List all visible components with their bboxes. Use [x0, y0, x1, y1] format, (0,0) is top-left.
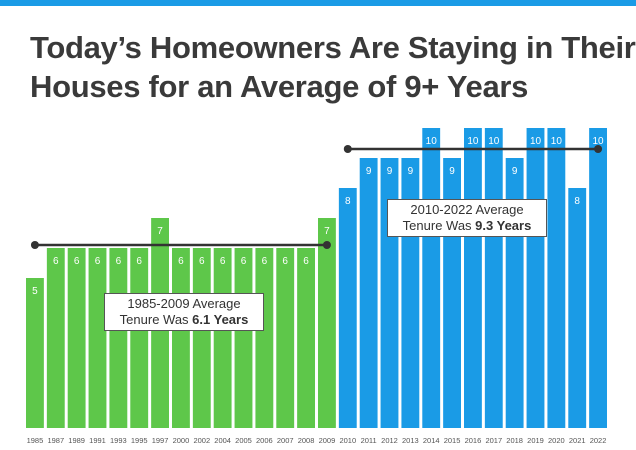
- x-tick-label-2014: 2014: [423, 436, 440, 445]
- bar-2002: [192, 248, 211, 428]
- average-callout-2010-2022-line1: 2010-2022 Average: [410, 202, 524, 217]
- average-callout-2010-2022-value: 9.3 Years: [475, 218, 532, 233]
- x-tick-label-2002: 2002: [193, 436, 210, 445]
- x-tick-label-2016: 2016: [465, 436, 482, 445]
- bar-1989: [67, 248, 86, 428]
- average-callout-1985-2009-line1: 1985-2009 Average: [127, 296, 241, 311]
- bar-value-label-2018: 9: [512, 166, 518, 177]
- bar-value-label-1991: 6: [95, 256, 101, 267]
- x-tick-label-1989: 1989: [68, 436, 85, 445]
- x-tick-label-1995: 1995: [131, 436, 148, 445]
- bar-value-label-2019: 10: [530, 136, 542, 147]
- bar-value-label-1987: 6: [53, 256, 59, 267]
- bar-value-label-2022: 10: [593, 136, 605, 147]
- x-tick-label-2019: 2019: [527, 436, 544, 445]
- bar-2019: [526, 128, 545, 428]
- bar-1987: [46, 248, 65, 428]
- bar-value-label-2009: 7: [324, 226, 330, 237]
- bar-value-label-1993: 6: [116, 256, 122, 267]
- bar-value-label-2012: 9: [387, 166, 393, 177]
- bar-2022: [589, 128, 607, 428]
- bar-value-label-2021: 8: [574, 196, 580, 207]
- bar-2005: [234, 248, 253, 428]
- bar-2006: [255, 248, 274, 428]
- bar-2020: [547, 128, 566, 428]
- bar-value-label-2002: 6: [199, 256, 205, 267]
- bar-value-label-2020: 10: [551, 136, 563, 147]
- average-line-2010-2022-endpoint-start: [343, 145, 352, 153]
- bar-value-label-1995: 6: [136, 256, 142, 267]
- average-callout-1985-2009-prefix: Tenure Was: [119, 312, 193, 327]
- x-tick-label-2017: 2017: [485, 436, 502, 445]
- bar-1985: [26, 278, 44, 428]
- x-tick-label-2004: 2004: [214, 436, 231, 445]
- x-tick-label-2010: 2010: [339, 436, 356, 445]
- top-accent-strip: [0, 0, 636, 6]
- bar-value-label-2008: 6: [303, 256, 309, 267]
- bar-value-label-2007: 6: [282, 256, 288, 267]
- x-tick-label-1997: 1997: [152, 436, 169, 445]
- x-tick-label-2012: 2012: [381, 436, 398, 445]
- bar-2016: [464, 128, 482, 428]
- x-tick-label-2018: 2018: [506, 436, 523, 445]
- bar-value-label-2016: 10: [467, 136, 479, 147]
- average-line-1985-2009-endpoint-end: [322, 241, 331, 249]
- average-callout-2010-2022-prefix: Tenure Was: [402, 218, 476, 233]
- x-tick-label-2005: 2005: [235, 436, 252, 445]
- x-tick-label-1985: 1985: [27, 436, 44, 445]
- bar-value-label-1985: 5: [32, 286, 38, 297]
- bar-1991: [88, 248, 107, 428]
- chart-title-line-2: Houses for an Average of 9+ Years: [30, 69, 529, 104]
- bar-2014: [422, 128, 441, 428]
- x-tick-label-2000: 2000: [173, 436, 190, 445]
- x-tick-label-1991: 1991: [89, 436, 106, 445]
- bar-2009: [318, 218, 336, 428]
- bar-2010: [338, 188, 357, 428]
- average-callout-2010-2022: 2010-2022 Average Tenure Was 9.3 Years: [387, 199, 547, 237]
- bar-value-label-2000: 6: [178, 256, 184, 267]
- x-tick-label-1987: 1987: [47, 436, 64, 445]
- bar-value-label-2010: 8: [345, 196, 351, 207]
- chart-title: Today’s Homeowners Are Staying in Their …: [30, 28, 636, 106]
- bar-2017: [484, 128, 503, 428]
- x-tick-label-2021: 2021: [569, 436, 586, 445]
- average-line-2010-2022-endpoint-end: [594, 145, 603, 153]
- average-callout-1985-2009-line2: Tenure Was 6.1 Years: [111, 312, 257, 328]
- bar-value-label-2004: 6: [220, 256, 226, 267]
- bar-2004: [213, 248, 232, 428]
- x-tick-label-2007: 2007: [277, 436, 294, 445]
- bar-2011: [359, 158, 378, 428]
- bar-2021: [568, 188, 587, 428]
- x-tick-label-2022: 2022: [590, 436, 607, 445]
- bar-value-label-2017: 10: [488, 136, 500, 147]
- x-tick-label-2011: 2011: [361, 436, 377, 445]
- bar-value-label-1989: 6: [74, 256, 80, 267]
- x-tick-label-1993: 1993: [110, 436, 127, 445]
- average-callout-2010-2022-line2: Tenure Was 9.3 Years: [394, 218, 540, 234]
- bar-value-label-2005: 6: [241, 256, 247, 267]
- chart-title-line-1: Today’s Homeowners Are Staying in Their: [30, 30, 636, 65]
- x-tick-label-2015: 2015: [444, 436, 461, 445]
- average-callout-1985-2009-value: 6.1 Years: [192, 312, 249, 327]
- bar-1993: [109, 248, 128, 428]
- average-callout-1985-2009: 1985-2009 Average Tenure Was 6.1 Years: [104, 293, 264, 331]
- x-tick-label-2013: 2013: [402, 436, 419, 445]
- bar-value-label-2011: 9: [366, 166, 372, 177]
- x-tick-label-2020: 2020: [548, 436, 565, 445]
- bar-value-label-1997: 7: [157, 226, 163, 237]
- bar-value-label-2013: 9: [408, 166, 414, 177]
- bar-2000: [172, 248, 190, 428]
- bar-value-label-2014: 10: [426, 136, 438, 147]
- bar-value-label-2006: 6: [262, 256, 268, 267]
- bar-value-label-2015: 9: [449, 166, 455, 177]
- x-tick-label-2006: 2006: [256, 436, 273, 445]
- bar-2008: [297, 248, 315, 428]
- bar-1995: [130, 248, 149, 428]
- x-tick-label-2009: 2009: [319, 436, 336, 445]
- x-tick-label-2008: 2008: [298, 436, 315, 445]
- bar-2007: [276, 248, 295, 428]
- average-line-1985-2009-endpoint-start: [30, 241, 39, 249]
